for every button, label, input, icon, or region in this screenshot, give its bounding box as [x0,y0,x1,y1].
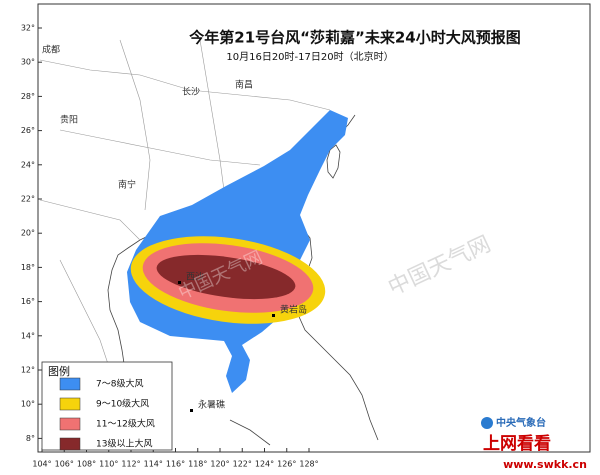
place-label: 黄岩岛 [280,304,307,316]
lon-label: 128° [299,460,318,469]
site-url: www.swkk.cn [503,458,587,471]
lon-label: 112° [121,460,140,469]
lat-label: 20° [21,229,35,238]
place-marker [178,281,181,284]
map-frame [37,3,591,453]
lat-label: 14° [21,331,35,340]
lat-label: 28° [21,92,35,101]
taiwan [326,144,341,179]
lat-label: 18° [21,263,35,272]
place-marker [272,314,275,317]
legend-label: 9～10级大风 [96,398,149,410]
lon-label: 118° [188,460,207,469]
borneo [229,419,271,446]
legend-label: 11～12级大风 [96,418,155,430]
lon-label: 120° [210,460,229,469]
place-marker [190,409,193,412]
lat-label: 12° [21,366,35,375]
lat-label: 16° [21,297,35,306]
lon-label: 104° [32,460,51,469]
lat-label: 32° [21,24,35,33]
lon-label: 122° [233,460,252,469]
legend-swatch [59,377,81,391]
lon-label: 108° [77,460,96,469]
lon-label: 106° [55,460,74,469]
place-label: 南昌 [235,79,253,91]
legend-label: 13级以上大风 [96,438,152,450]
lat-label: 8° [26,434,35,443]
lon-label: 126° [277,460,296,469]
lon-label: 114° [144,460,163,469]
legend-label: 7～8级大风 [96,378,143,390]
legend-title: 图例 [48,364,70,378]
lon-label: 124° [255,460,274,469]
site-name: 上网看看 [483,433,551,454]
wind-zone-13 [156,254,296,300]
legend: 7～8级大风 9～10级大风 11～12级大风 13级以上大风 [59,377,155,451]
legend-swatch [59,437,81,451]
lat-label: 30° [21,58,35,67]
place-label: 贵阳 [60,114,78,126]
lat-label: 22° [21,195,35,204]
lon-label: 116° [166,460,185,469]
lat-label: 26° [21,126,35,135]
lat-label: 24° [21,160,35,169]
place-label: 长沙 [182,86,200,98]
legend-swatch [59,397,81,411]
borders [39,39,331,371]
subtitle: 10月16日20时-17日20时（北京时） [226,50,393,63]
philippines [295,224,379,441]
logo-text: 中央气象台 [496,416,546,429]
title: 今年第21号台风“莎莉嘉”未来24小时大风预报图 [188,29,520,47]
graticule-labels: 32° 30° 28° 26° 24° 22° 20° 18° 16° 14° 12° 10° 8° 10… [21,24,319,469]
place-label: 成都 [42,44,60,56]
place-label: 南宁 [118,179,136,191]
place-label: 永暑礁 [198,399,225,411]
logo-icon [481,417,493,429]
legend-swatch [59,417,81,431]
lat-label: 10° [21,400,35,409]
place-label: 西沙 [186,272,204,283]
lon-label: 110° [99,460,118,469]
